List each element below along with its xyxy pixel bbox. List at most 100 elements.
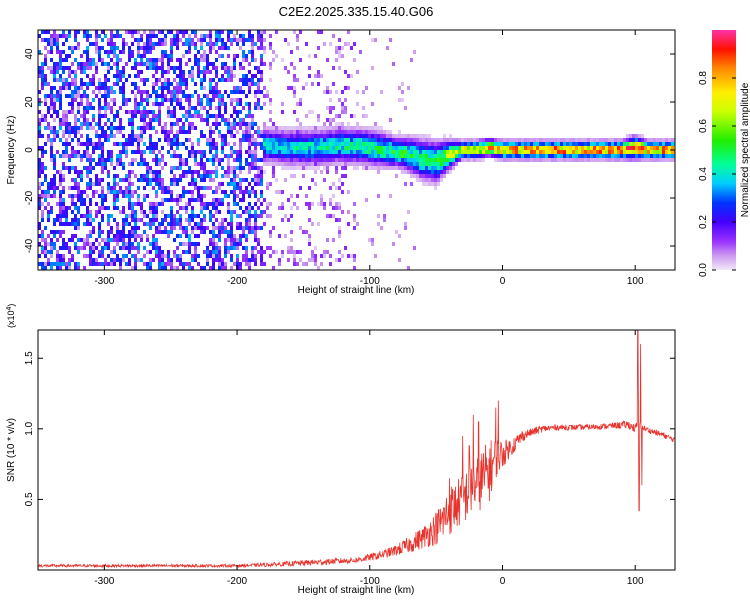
- heatmap-cell: [581, 146, 584, 150]
- heatmap-cell: [377, 162, 380, 166]
- heatmap-cell: [371, 154, 374, 158]
- heatmap-cell: [74, 90, 77, 94]
- heatmap-cell: [179, 166, 182, 170]
- heatmap-cell: [149, 46, 152, 50]
- heatmap-cell: [104, 162, 107, 166]
- heatmap-cell: [140, 202, 143, 206]
- heatmap-cell: [404, 142, 407, 146]
- heatmap-cell: [620, 154, 623, 158]
- heatmap-cell: [50, 262, 53, 266]
- heatmap-cell: [164, 214, 167, 218]
- heatmap-cell: [365, 134, 368, 138]
- heatmap-cell: [248, 154, 251, 158]
- heatmap-cell: [80, 178, 83, 182]
- heatmap-cell: [59, 138, 62, 142]
- heatmap-cell: [461, 150, 464, 154]
- heatmap-cell: [188, 218, 191, 222]
- heatmap-cell: [662, 138, 665, 142]
- heatmap-cell: [179, 78, 182, 82]
- heatmap-cell: [407, 170, 410, 174]
- heatmap-cell: [161, 126, 164, 130]
- heatmap-cell: [332, 182, 335, 186]
- heatmap-cell: [119, 58, 122, 62]
- heatmap-cell: [86, 98, 89, 102]
- heatmap-cell: [236, 114, 239, 118]
- heatmap-cell: [410, 158, 413, 162]
- heatmap-cell: [236, 246, 239, 250]
- heatmap-cell: [74, 58, 77, 62]
- heatmap-cell: [200, 42, 203, 46]
- heatmap-cell: [470, 142, 473, 146]
- heatmap-cell: [104, 122, 107, 126]
- heatmap-cell: [116, 154, 119, 158]
- heatmap-cell: [284, 130, 287, 134]
- heatmap-cell: [257, 82, 260, 86]
- heatmap-cell: [71, 166, 74, 170]
- heatmap-cell: [329, 202, 332, 206]
- heatmap-cell: [44, 118, 47, 122]
- heatmap-cell: [167, 142, 170, 146]
- heatmap-cell: [257, 66, 260, 70]
- heatmap-cell: [44, 238, 47, 242]
- heatmap-cell: [344, 134, 347, 138]
- heatmap-cell: [377, 166, 380, 170]
- heatmap-cell: [65, 262, 68, 266]
- heatmap-cell: [80, 82, 83, 86]
- heatmap-cell: [146, 42, 149, 46]
- heatmap-cell: [83, 30, 86, 34]
- heatmap-cell: [383, 154, 386, 158]
- heatmap-cell: [59, 218, 62, 222]
- heatmap-cell: [206, 62, 209, 66]
- heatmap-cell: [248, 194, 251, 198]
- heatmap-cell: [236, 158, 239, 162]
- heatmap-cell: [407, 210, 410, 214]
- heatmap-cell: [167, 258, 170, 262]
- heatmap-cell: [506, 146, 509, 150]
- heatmap-cell: [590, 158, 593, 162]
- heatmap-cell: [149, 122, 152, 126]
- heatmap-cell: [218, 98, 221, 102]
- heatmap-cell: [107, 50, 110, 54]
- heatmap-cell: [311, 134, 314, 138]
- heatmap-cell: [278, 154, 281, 158]
- heatmap-cell: [668, 150, 671, 154]
- heatmap-cell: [461, 158, 464, 162]
- heatmap-cell: [410, 162, 413, 166]
- heatmap-cell: [410, 170, 413, 174]
- heatmap-cell: [329, 158, 332, 162]
- heatmap-cell: [383, 134, 386, 138]
- heatmap-cell: [152, 110, 155, 114]
- heatmap-cell: [152, 246, 155, 250]
- heatmap-cell: [287, 70, 290, 74]
- heatmap-cell: [455, 150, 458, 154]
- heatmap-cell: [362, 150, 365, 154]
- heatmap-cell: [263, 210, 266, 214]
- heatmap-cell: [626, 138, 629, 142]
- heatmap-cell: [152, 146, 155, 150]
- heatmap-cell: [371, 66, 374, 70]
- heatmap-cell: [272, 158, 275, 162]
- heatmap-cell: [95, 190, 98, 194]
- heatmap-cell: [203, 170, 206, 174]
- heatmap-cell: [164, 50, 167, 54]
- heatmap-cell: [86, 86, 89, 90]
- heatmap-cell: [122, 50, 125, 54]
- heatmap-cell: [578, 138, 581, 142]
- heatmap-cell: [137, 50, 140, 54]
- heatmap-cell: [350, 74, 353, 78]
- heatmap-cell: [53, 242, 56, 246]
- heatmap-cell: [149, 258, 152, 262]
- heatmap-cell: [464, 154, 467, 158]
- heatmap-cell: [209, 50, 212, 54]
- heatmap-cell: [275, 154, 278, 158]
- heatmap-cell: [527, 158, 530, 162]
- heatmap-cell: [38, 202, 41, 206]
- heatmap-cell: [77, 262, 80, 266]
- heatmap-cell: [536, 154, 539, 158]
- heatmap-cell: [116, 114, 119, 118]
- heatmap-cell: [263, 102, 266, 106]
- heatmap-cell: [467, 150, 470, 154]
- heatmap-cell: [269, 146, 272, 150]
- heatmap-cell: [170, 102, 173, 106]
- heatmap-cell: [203, 58, 206, 62]
